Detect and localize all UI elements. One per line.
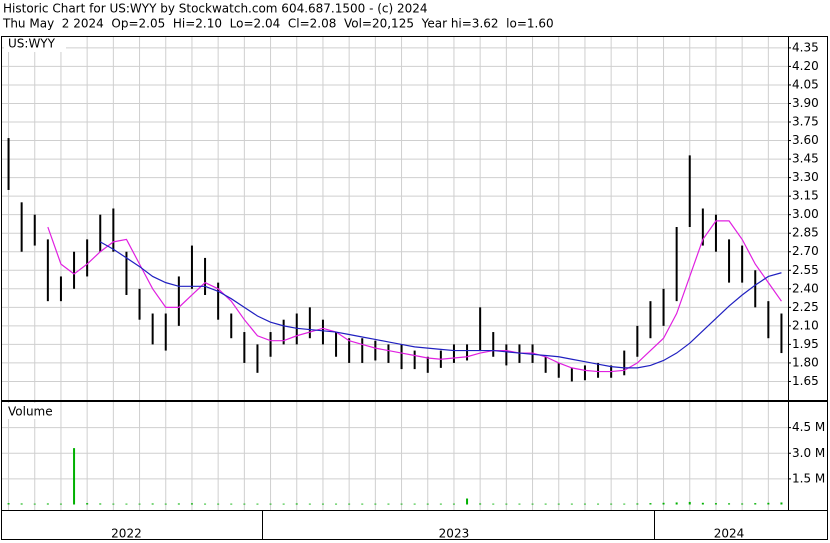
volume-bar [518, 503, 521, 505]
volume-bar [33, 503, 36, 505]
volume-bar [728, 503, 731, 505]
panel-title: US:WYY [8, 37, 56, 51]
label-bg [4, 37, 66, 52]
y-tick-label: 1.95 [792, 337, 819, 351]
volume-bar [335, 503, 338, 505]
volume-bar [570, 503, 573, 505]
volume-bar [99, 503, 102, 505]
volume-bar [780, 502, 783, 505]
volume-bar [649, 503, 652, 505]
y-tick-label: 3.15 [792, 189, 819, 203]
y-tick-label: 4.35 [792, 40, 819, 54]
volume-bar [282, 503, 285, 505]
y-tick-label: 1.80 [792, 355, 819, 369]
volume-bar [662, 502, 665, 505]
y-tick-label: 2.40 [792, 281, 819, 295]
volume-bar [741, 503, 744, 505]
y-tick-label: 4.20 [792, 59, 819, 73]
volume-bar [138, 503, 141, 505]
y-tick-label: 4.5 M [792, 420, 825, 434]
volume-bar [597, 503, 600, 505]
label-bg [4, 403, 58, 419]
y-tick-label: 1.5 M [792, 471, 825, 485]
volume-bar [688, 501, 691, 505]
volume-bar [400, 503, 403, 505]
volume-bar [321, 503, 324, 505]
plot-layer: 2022 2023 2024 [2, 37, 791, 541]
header-line1: Historic Chart for US:WYY by Stockwatch.… [3, 2, 428, 16]
volume-bar [675, 502, 678, 505]
volume-bar [7, 503, 10, 505]
volume-bar [492, 503, 495, 505]
volume-bar [754, 503, 757, 505]
volume-bar [59, 503, 62, 505]
volume-bar [439, 503, 442, 505]
y-tick-label: 2.70 [792, 244, 819, 258]
y-tick-label: 3.30 [792, 170, 819, 184]
volume-bar [177, 503, 180, 505]
volume-bar [531, 503, 534, 505]
y-tick-label: 2.55 [792, 263, 819, 277]
x-tick-label: 2023 [439, 527, 470, 541]
volume-bar [505, 503, 508, 505]
volume-bar [466, 498, 469, 505]
volume-bar [361, 503, 364, 505]
y-tick-label: 3.0 M [792, 446, 825, 460]
volume-bar [701, 502, 704, 505]
volume-bar [112, 503, 115, 505]
y-tick-label: 2.85 [792, 226, 819, 240]
volume-bar [714, 503, 717, 505]
volume-bar [544, 503, 547, 505]
volume-bar [125, 503, 128, 505]
y-tick-label: 3.60 [792, 133, 819, 147]
y-tick-label: 1.65 [792, 374, 819, 388]
volume-bar [20, 503, 23, 505]
volume-bar [190, 503, 193, 505]
volume-bar [583, 503, 586, 505]
y-tick-label: 3.75 [792, 115, 819, 129]
volume-bar [217, 503, 220, 505]
volume-bar [164, 503, 167, 505]
volume-bar [426, 503, 429, 505]
volume-bar [413, 503, 416, 505]
volume-bar [374, 503, 377, 505]
volume-bar [348, 503, 351, 505]
frame [1, 36, 828, 540]
volume-bar [46, 503, 49, 505]
volume-bar [295, 503, 298, 505]
volume-bar [86, 503, 89, 505]
volume-bar [557, 503, 560, 505]
volume-bar [151, 503, 154, 505]
y-tick-label: 2.10 [792, 318, 819, 332]
volume-bar [636, 503, 639, 505]
volume-bar [387, 503, 390, 505]
volume-bar [256, 503, 259, 505]
volume-bar [243, 503, 246, 505]
volume-bar [269, 503, 272, 505]
volume-bar [204, 503, 207, 505]
moving-average [99, 241, 782, 369]
volume-bar [230, 503, 233, 505]
y-tick-label: 3.45 [792, 152, 819, 166]
volume-bar [623, 503, 626, 505]
volume-bar [308, 503, 311, 505]
volume-bar [767, 502, 770, 505]
panel-title: Volume [8, 405, 53, 419]
volume-bar [479, 503, 482, 505]
volume-bar [610, 503, 613, 505]
y-tick-label: 3.90 [792, 96, 819, 110]
y-tick-label: 3.00 [792, 207, 819, 221]
x-tick-label: 2024 [714, 527, 745, 541]
header-line2: Thu May 2 2024 Op=2.05 Hi=2.10 Lo=2.04 C… [2, 17, 554, 31]
volume-bar [73, 448, 76, 505]
y-tick-label: 4.05 [792, 77, 819, 91]
moving-average [47, 220, 782, 373]
volume-bar [452, 503, 455, 505]
y-tick-label: 2.25 [792, 300, 819, 314]
x-tick-label: 2022 [111, 527, 142, 541]
